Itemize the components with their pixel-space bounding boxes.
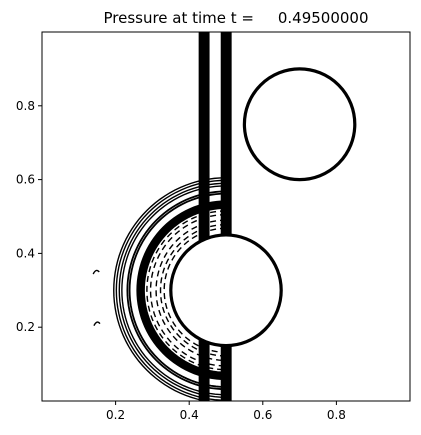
x-tick-label: 0.2 (106, 408, 125, 422)
x-tick-label: 0.4 (180, 408, 199, 422)
x-tick-label: 0.8 (327, 408, 346, 422)
outer-wave-contour (121, 185, 227, 396)
inner-wave-contour (137, 201, 227, 379)
middle-wave-contour (128, 192, 227, 388)
outer-wave-contour (115, 179, 227, 401)
upper-cylinder (242, 67, 357, 182)
y-tick-label: 0.8 (16, 99, 35, 113)
dashed-wave-contour (163, 227, 227, 353)
inner-wave-contour (136, 200, 227, 381)
inner-wave-contour (139, 203, 227, 378)
y-tick-label: 0.4 (16, 246, 35, 260)
plot-frame (41, 31, 411, 402)
plot-area (92, 32, 357, 401)
dashed-wave-contour (159, 223, 227, 357)
small-contour-mark (93, 321, 101, 326)
dashed-wave-contour (155, 219, 227, 362)
outer-wave-contour (118, 182, 227, 399)
small-contour-mark (92, 269, 100, 275)
dashed-wave-contour (146, 210, 227, 371)
y-tick-label: 0.2 (16, 320, 35, 334)
y-axis: 0.2 0.4 0.6 0.8 (16, 99, 42, 334)
x-axis: 0.2 0.4 0.6 0.8 (106, 401, 346, 422)
lower-cylinder (169, 233, 283, 348)
middle-wave-contour (126, 190, 227, 391)
inner-wave-contour (140, 204, 227, 376)
x-tick-label: 0.6 (253, 408, 272, 422)
outer-wave-contour (113, 177, 227, 401)
chart-title: Pressure at time t = 0.49500000 (103, 9, 368, 27)
inner-wave-contour (142, 206, 227, 375)
y-tick-label: 0.6 (16, 173, 35, 187)
